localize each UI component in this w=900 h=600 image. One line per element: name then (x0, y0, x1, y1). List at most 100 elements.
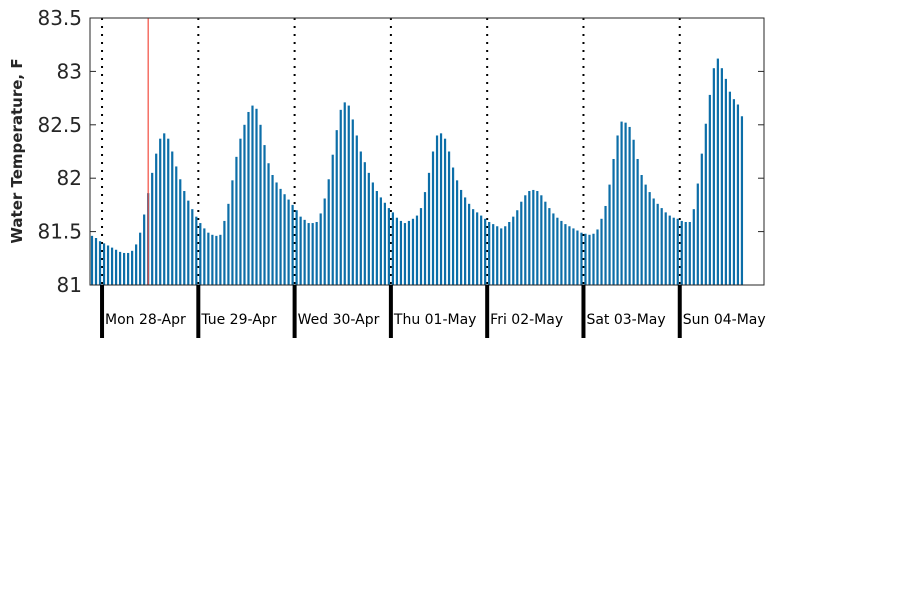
data-bar (311, 223, 314, 285)
data-bar (484, 218, 487, 285)
data-bar (255, 108, 258, 285)
data-bar (556, 217, 559, 285)
y-tick-label: 82 (57, 166, 82, 190)
data-bar (94, 238, 98, 285)
data-bar (548, 208, 551, 285)
data-bar (355, 135, 358, 285)
data-bar (343, 102, 346, 286)
data-bar (323, 198, 326, 285)
data-bar (468, 203, 471, 285)
data-bar (403, 223, 407, 285)
data-bar (464, 197, 467, 285)
data-bar (307, 223, 310, 285)
data-bar (688, 221, 691, 285)
data-bar (728, 91, 732, 285)
data-bar (508, 221, 511, 285)
data-bar (476, 212, 479, 285)
data-bar (291, 204, 294, 285)
data-bar (500, 228, 503, 285)
data-bar (732, 99, 736, 285)
data-bar (118, 251, 122, 285)
data-bar (215, 235, 218, 285)
data-bar (684, 221, 687, 285)
data-bar (263, 145, 266, 285)
y-tick-label: 81.5 (37, 220, 82, 244)
data-bar (460, 189, 463, 285)
data-bar (271, 175, 274, 285)
axes (89, 17, 765, 286)
data-bar (736, 104, 740, 285)
data-bar (524, 195, 527, 285)
data-bar (443, 138, 447, 285)
data-bar (447, 151, 451, 285)
day-label: Thu 01-May (393, 312, 477, 328)
data-bar (331, 154, 334, 285)
data-bar (399, 220, 403, 285)
data-bar (383, 202, 386, 285)
data-bar (572, 228, 575, 285)
data-bar (303, 219, 306, 285)
data-bar (259, 124, 262, 285)
data-bar (227, 203, 230, 285)
data-bar (720, 68, 723, 285)
data-bar (351, 119, 354, 286)
data-bar (564, 224, 567, 285)
data-bar (704, 123, 707, 285)
data-bar (151, 172, 154, 285)
data-bar (219, 234, 222, 285)
data-bar (696, 183, 699, 285)
data-bar (179, 179, 182, 285)
data-bar (114, 249, 118, 285)
data-bar (155, 153, 158, 285)
data-bar (275, 182, 278, 285)
data-bar (431, 151, 435, 285)
data-bar (199, 223, 202, 285)
data-bar (279, 188, 282, 285)
data-bar (608, 184, 611, 285)
data-bar (596, 229, 599, 285)
data-bar (407, 220, 411, 285)
data-bar (692, 209, 695, 285)
data-bar (415, 215, 419, 285)
data-bar (335, 130, 338, 285)
data-bar (231, 180, 234, 285)
data-bar (528, 191, 531, 285)
data-bar (395, 217, 399, 285)
data-bar (588, 234, 591, 285)
data-bar (676, 218, 679, 285)
data-bar (472, 209, 475, 285)
data-bar (536, 191, 539, 285)
data-bar (371, 182, 374, 285)
data-bar (191, 209, 194, 285)
data-bar (411, 218, 415, 285)
data-bar (283, 194, 286, 285)
data-bar (167, 138, 170, 285)
data-bar (568, 226, 571, 285)
data-bar (488, 221, 491, 285)
data-bar (243, 124, 246, 285)
data-bar (339, 109, 342, 285)
data-bar (544, 201, 547, 285)
data-bar (496, 226, 499, 285)
data-bar (668, 215, 671, 285)
data-bar (347, 105, 350, 285)
data-bar (379, 197, 382, 285)
data-bar (131, 250, 134, 285)
data-bar (363, 162, 366, 285)
data-bar (540, 195, 543, 285)
day-label: Fri 02-May (490, 312, 563, 328)
data-bar (106, 245, 110, 285)
data-bar (319, 213, 322, 285)
day-label: Sat 03-May (586, 312, 665, 328)
data-bar (98, 241, 102, 285)
y-tick-label: 81 (57, 273, 82, 297)
data-bar (187, 200, 190, 285)
data-bar (612, 158, 615, 285)
data-bar (600, 218, 603, 285)
data-bar (419, 208, 423, 285)
data-bar (239, 138, 242, 285)
data-bar (159, 138, 162, 285)
data-bar (123, 252, 126, 285)
data-bar (110, 247, 114, 285)
